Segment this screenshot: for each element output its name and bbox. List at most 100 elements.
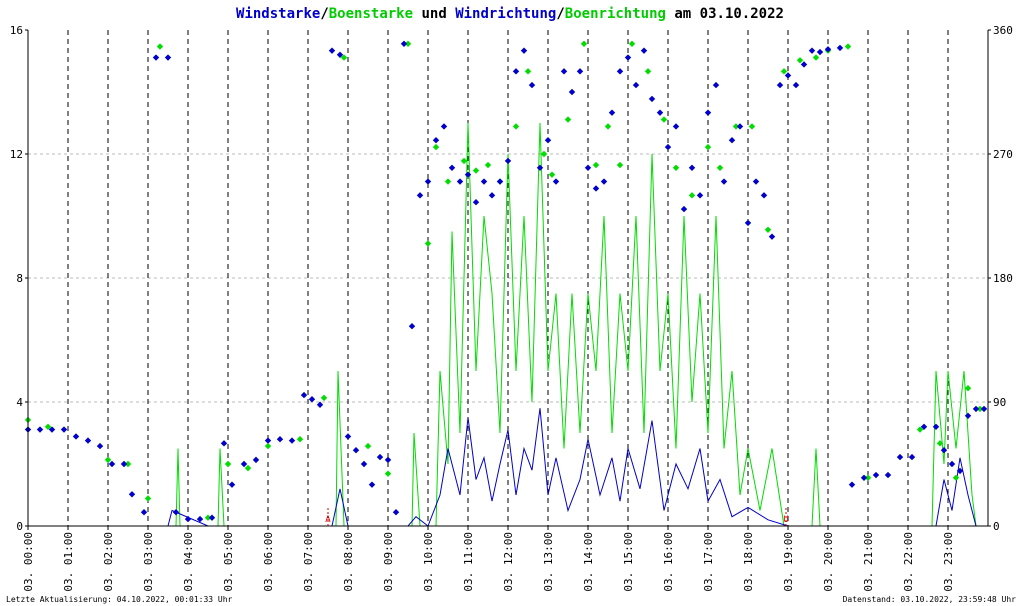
direction-point <box>484 161 492 169</box>
direction-point <box>156 43 164 50</box>
direction-point <box>916 426 924 433</box>
wind-series <box>28 408 977 527</box>
direction-point <box>448 164 456 171</box>
direction-point <box>44 423 52 430</box>
direction-point <box>632 81 640 89</box>
title-part-6: Boenrichtung <box>565 6 666 22</box>
x-tick-label: 03. 16:00 <box>662 532 675 592</box>
direction-point <box>936 440 944 447</box>
direction-point <box>440 123 448 130</box>
title-part-4: Windrichtung <box>455 6 556 22</box>
direction-point <box>568 88 576 96</box>
direction-point <box>580 40 588 47</box>
direction-point <box>340 54 348 61</box>
x-tick-label: 03. 04:00 <box>182 532 195 592</box>
direction-point <box>940 447 948 454</box>
direction-point <box>948 460 956 468</box>
x-tick-label: 03. 05:00 <box>222 532 235 592</box>
direction-point <box>816 48 824 56</box>
series-line-windstarke <box>28 408 977 527</box>
direction-point <box>72 433 80 440</box>
direction-point <box>544 137 552 144</box>
direction-point <box>472 167 480 174</box>
direction-point <box>616 161 624 169</box>
direction-point <box>152 54 160 61</box>
title-part-5: / <box>556 6 564 22</box>
direction-point <box>896 453 904 461</box>
x-axis-ticks: 03. 00:00 03. 01:00 03. 02:00 03. 03:00 03. … <box>22 526 955 592</box>
direction-point <box>264 437 272 444</box>
direction-point <box>528 81 536 89</box>
x-tick-label: 03. 02:00 <box>102 532 115 592</box>
direction-point <box>696 192 704 199</box>
direction-point <box>624 54 632 61</box>
direction-point <box>84 437 92 444</box>
x-tick-label: 03. 08:00 <box>342 532 355 592</box>
direction-point <box>48 426 56 433</box>
direction-point <box>656 109 664 116</box>
direction-point <box>504 157 512 165</box>
direction-point <box>460 157 468 165</box>
direction-point <box>316 401 324 408</box>
gust-series <box>28 122 977 527</box>
x-tick-label: 03. 21:00 <box>862 532 875 592</box>
wind-direction-series <box>24 40 988 523</box>
direction-point <box>400 40 408 47</box>
direction-point <box>488 192 496 199</box>
direction-point <box>688 192 696 199</box>
direction-point <box>920 423 928 430</box>
direction-point <box>480 178 488 185</box>
direction-point <box>792 81 800 89</box>
footer-last-update: Letzte Aktualisierung: 04.10.2022, 00:01… <box>6 595 233 604</box>
direction-point <box>228 481 236 488</box>
direction-point <box>368 481 376 488</box>
direction-point <box>884 471 892 479</box>
x-tick-label: 03. 00:00 <box>22 532 35 592</box>
direction-point <box>764 226 772 233</box>
direction-point <box>824 46 832 53</box>
direction-point <box>208 514 216 521</box>
direction-point <box>540 150 548 158</box>
direction-point <box>592 161 600 169</box>
direction-point <box>344 433 352 440</box>
direction-point <box>728 137 736 144</box>
direction-point <box>96 442 104 450</box>
direction-point <box>300 391 308 399</box>
left-tick-label: 16 <box>10 24 23 37</box>
direction-point <box>512 123 520 130</box>
direction-point <box>376 453 384 461</box>
direction-point <box>384 456 392 464</box>
direction-point <box>672 123 680 130</box>
direction-point <box>404 40 412 47</box>
x-tick-label: 03. 18:00 <box>742 532 755 592</box>
direction-point <box>472 199 480 206</box>
direction-point <box>932 423 940 430</box>
direction-point <box>560 68 568 75</box>
marker-label: A <box>325 515 331 525</box>
x-tick-label: 03. 10:00 <box>422 532 435 592</box>
x-tick-label: 03. 11:00 <box>462 532 475 592</box>
direction-point <box>444 178 452 185</box>
direction-point <box>512 68 520 75</box>
right-tick-label: 360 <box>993 24 1013 37</box>
x-tick-label: 03. 01:00 <box>62 532 75 592</box>
direction-point <box>244 464 252 472</box>
direction-point <box>220 440 228 447</box>
direction-point <box>628 40 636 47</box>
marker-label: U <box>783 515 788 525</box>
direction-point <box>644 68 652 75</box>
x-tick-label: 03. 07:00 <box>302 532 315 592</box>
title-part-7: am 03.10.2022 <box>666 6 784 22</box>
direction-point <box>196 515 204 523</box>
direction-point <box>712 81 720 89</box>
gust-direction-series <box>24 40 984 521</box>
direction-point <box>980 405 988 413</box>
direction-point <box>672 164 680 171</box>
direction-point <box>848 481 856 488</box>
direction-point <box>172 509 180 516</box>
direction-point <box>464 171 472 178</box>
direction-point <box>60 426 68 433</box>
direction-point <box>864 474 872 481</box>
direction-point <box>384 470 392 477</box>
